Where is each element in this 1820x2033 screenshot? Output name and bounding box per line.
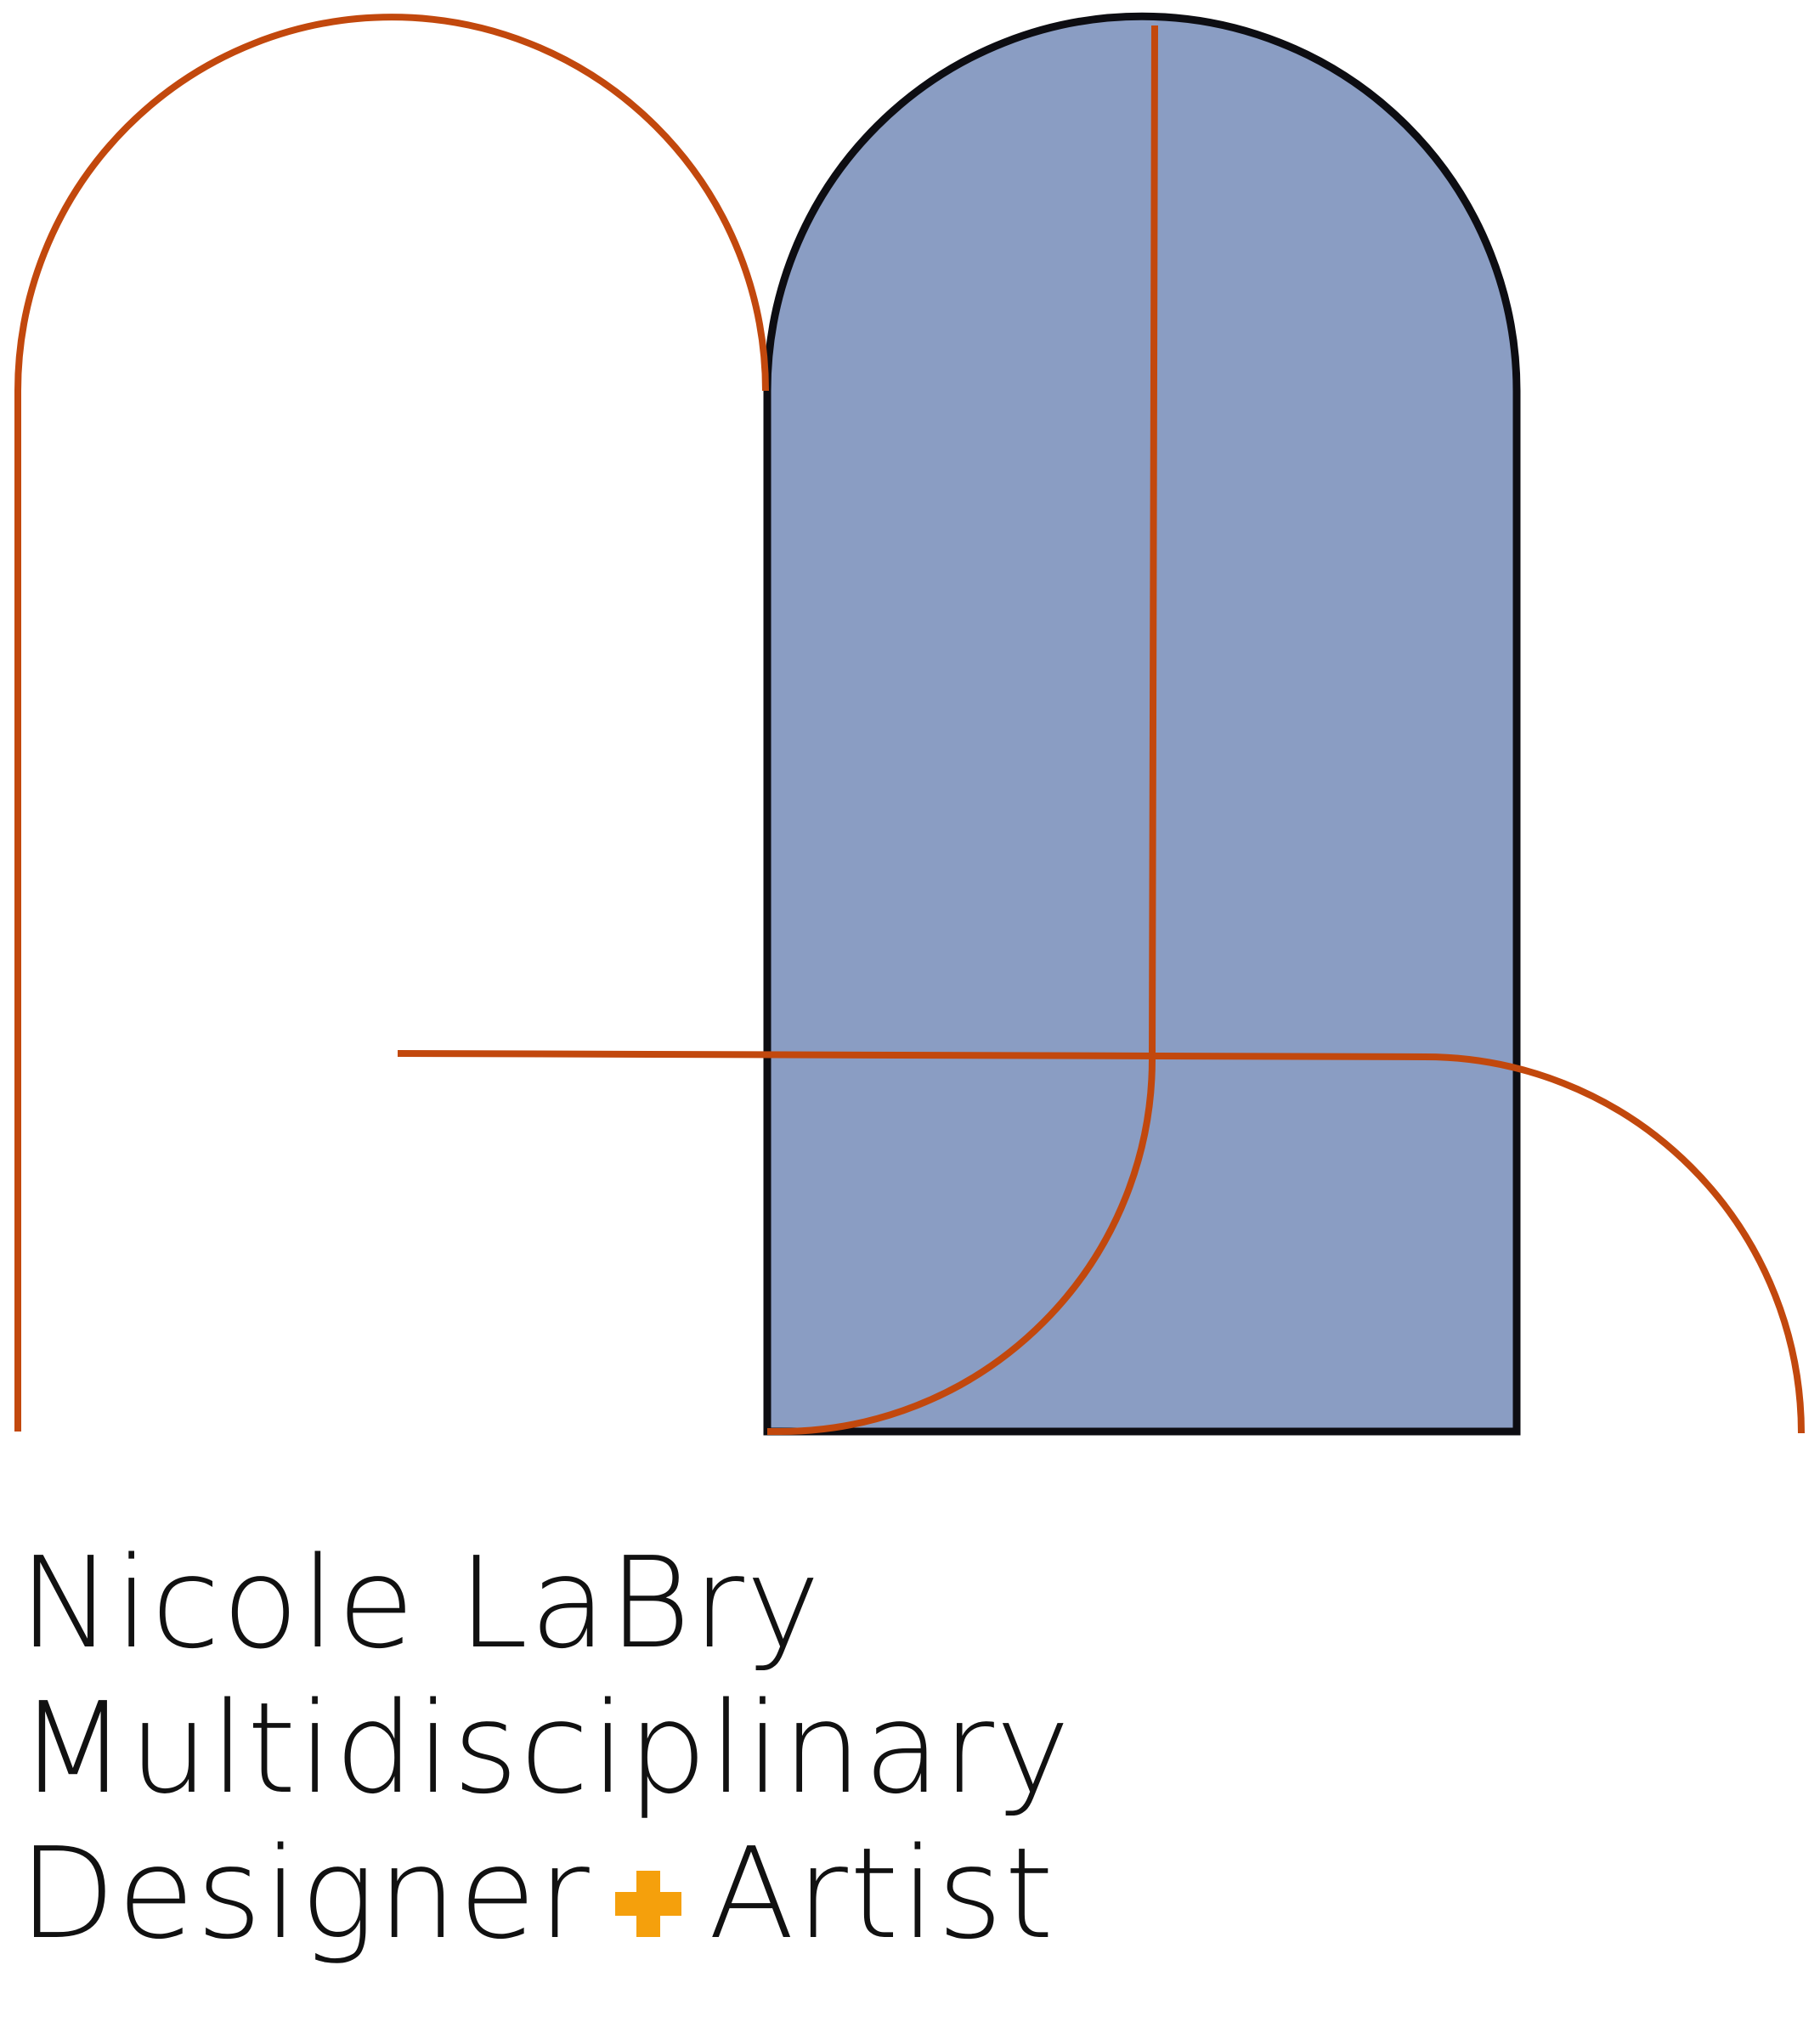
filled-arch — [763, 12, 1521, 1436]
title-designer: Designer — [19, 1821, 591, 1967]
logo-mark — [14, 12, 1805, 1436]
plus-icon — [614, 1871, 681, 1937]
outline-arch — [14, 14, 769, 1432]
brand-name: Nicole LaBry — [19, 1530, 822, 1676]
title-line-2: Designer Artist — [19, 1821, 1072, 1967]
vertical-curve-line — [767, 25, 1158, 1435]
title-artist: Artist — [708, 1821, 1056, 1967]
tagline: Nicole LaBry Multidisciplinary Designer A… — [19, 1531, 1072, 1967]
horizontal-curve-line — [397, 1050, 1805, 1434]
title-line-1: Multidisciplinary — [19, 1675, 1072, 1821]
